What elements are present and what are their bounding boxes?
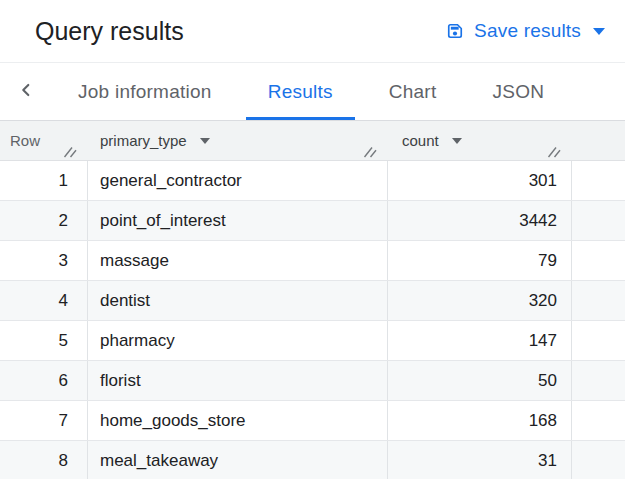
tab-label: JSON: [492, 81, 544, 103]
row-number-cell: 5: [0, 321, 88, 360]
row-number-cell: 8: [0, 441, 88, 479]
column-header-row: Row: [0, 121, 88, 160]
spacer-cell: [572, 321, 625, 360]
row-number-cell: 2: [0, 201, 88, 240]
spacer-cell: [572, 241, 625, 280]
primary-type-cell: meal_takeaway: [88, 441, 388, 479]
count-cell: 320: [388, 281, 572, 320]
column-header-spacer: [572, 121, 625, 160]
query-results-panel: Query results Save results Job informa: [0, 0, 625, 479]
count-cell: 79: [388, 241, 572, 280]
save-results-button[interactable]: Save results: [439, 14, 611, 48]
column-resize-handle-icon[interactable]: [547, 146, 561, 158]
column-resize-handle-icon[interactable]: [363, 146, 377, 158]
table-row[interactable]: 6 florist 50: [0, 361, 625, 401]
table-row[interactable]: 1 general_contractor 301: [0, 161, 625, 201]
table-row[interactable]: 5 pharmacy 147: [0, 321, 625, 361]
tabs-scroll-left-button[interactable]: [8, 63, 44, 120]
primary-type-cell: massage: [88, 241, 388, 280]
count-cell: 301: [388, 161, 572, 200]
primary-type-cell: point_of_interest: [88, 201, 388, 240]
page-title: Query results: [35, 17, 184, 46]
save-results-label: Save results: [474, 20, 581, 42]
primary-type-cell: home_goods_store: [88, 401, 388, 440]
primary-type-cell: florist: [88, 361, 388, 400]
tab-bar: Job information Results Chart JSON: [0, 63, 625, 121]
table-row[interactable]: 4 dentist 320: [0, 281, 625, 321]
count-cell: 147: [388, 321, 572, 360]
tab-label: Results: [268, 81, 333, 103]
caret-down-icon: [593, 28, 605, 35]
spacer-cell: [572, 281, 625, 320]
table-row[interactable]: 8 meal_takeaway 31: [0, 441, 625, 479]
column-label: primary_type: [100, 132, 187, 149]
count-cell: 50: [388, 361, 572, 400]
primary-type-cell: general_contractor: [88, 161, 388, 200]
table-header-row: Row primary_type count: [0, 121, 625, 161]
spacer-cell: [572, 201, 625, 240]
column-menu-caret-icon[interactable]: [200, 138, 210, 144]
row-number-cell: 3: [0, 241, 88, 280]
tab-json[interactable]: JSON: [470, 63, 566, 120]
chevron-left-icon: [15, 79, 37, 104]
tab-job-information[interactable]: Job information: [56, 63, 234, 120]
spacer-cell: [572, 161, 625, 200]
column-label: count: [402, 132, 439, 149]
count-cell: 168: [388, 401, 572, 440]
row-number-cell: 7: [0, 401, 88, 440]
column-menu-caret-icon[interactable]: [452, 138, 462, 144]
count-cell: 31: [388, 441, 572, 479]
spacer-cell: [572, 441, 625, 479]
spacer-cell: [572, 361, 625, 400]
count-cell: 3442: [388, 201, 572, 240]
save-icon: [445, 21, 465, 41]
row-number-cell: 4: [0, 281, 88, 320]
column-header-count: count: [388, 121, 572, 160]
primary-type-cell: pharmacy: [88, 321, 388, 360]
row-number-cell: 6: [0, 361, 88, 400]
tab-label: Chart: [389, 81, 437, 103]
spacer-cell: [572, 401, 625, 440]
tab-results[interactable]: Results: [246, 63, 355, 120]
tab-chart[interactable]: Chart: [367, 63, 459, 120]
row-number-cell: 1: [0, 161, 88, 200]
table-row[interactable]: 3 massage 79: [0, 241, 625, 281]
primary-type-cell: dentist: [88, 281, 388, 320]
column-resize-handle-icon[interactable]: [63, 146, 77, 158]
column-label: Row: [10, 132, 40, 149]
column-header-primary-type: primary_type: [88, 121, 388, 160]
results-table: Row primary_type count: [0, 121, 625, 479]
table-body: 1 general_contractor 301 2 point_of_inte…: [0, 161, 625, 479]
table-row[interactable]: 2 point_of_interest 3442: [0, 201, 625, 241]
table-row[interactable]: 7 home_goods_store 168: [0, 401, 625, 441]
tab-label: Job information: [78, 81, 212, 103]
panel-header: Query results Save results: [0, 0, 625, 63]
